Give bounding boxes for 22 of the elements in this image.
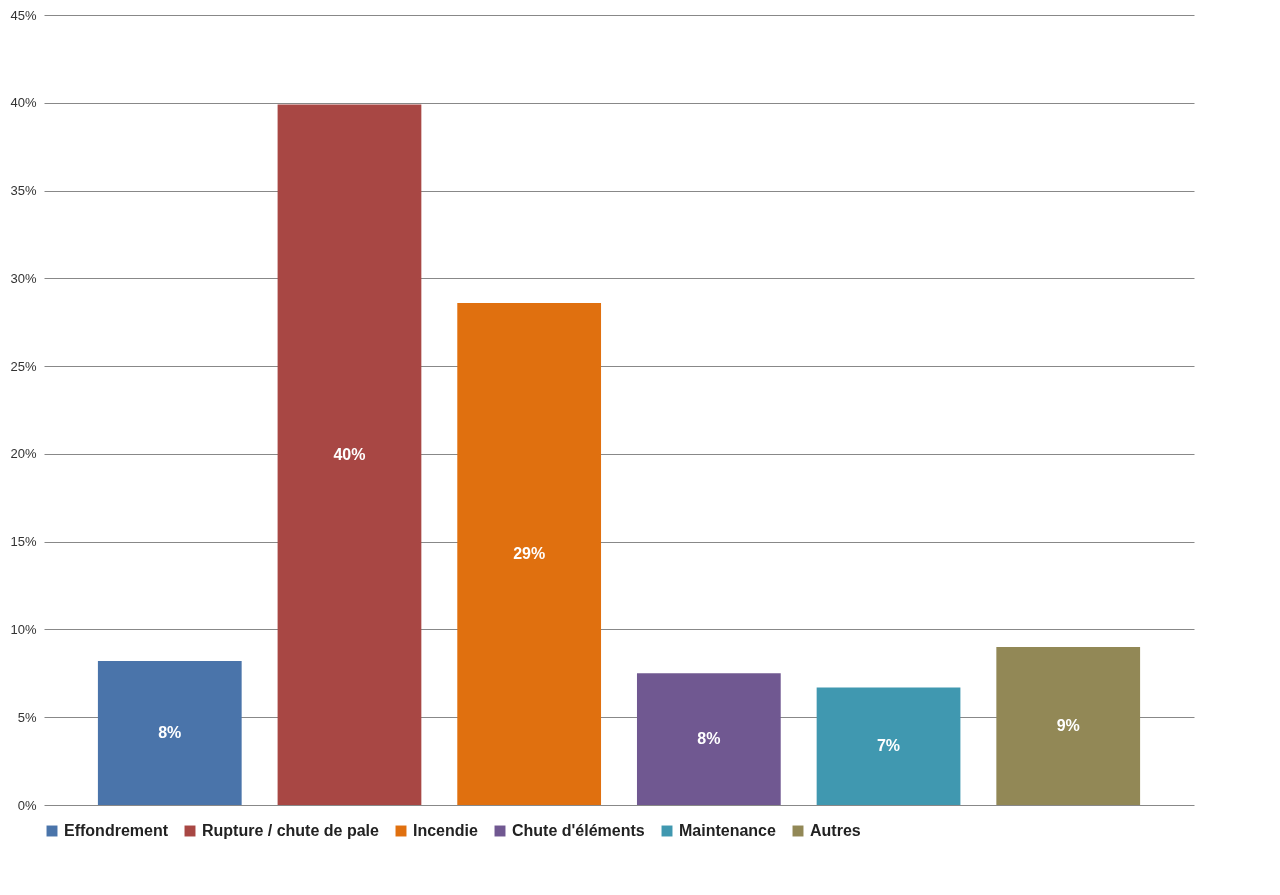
data-label: 8% xyxy=(158,724,182,742)
y-tick-label: 30% xyxy=(10,270,37,286)
legend-label: Chute d'éléments xyxy=(512,822,645,839)
y-tick-label: 0% xyxy=(17,797,37,813)
data-label: 7% xyxy=(876,737,901,755)
y-tick-label: 40% xyxy=(10,95,37,111)
legend-label: Maintenance xyxy=(679,822,777,839)
y-tick-label: 35% xyxy=(10,183,37,199)
data-label: 8% xyxy=(697,730,721,748)
legend-label: Incendie xyxy=(413,822,479,839)
y-tick-label: 5% xyxy=(17,709,37,725)
legend-label: Rupture / chute de pale xyxy=(202,822,380,839)
data-label: 40% xyxy=(333,445,366,463)
data-label: 9% xyxy=(1056,717,1080,734)
legend-label: Autres xyxy=(810,822,861,839)
y-tick-label: 15% xyxy=(10,534,37,550)
y-tick-label: 25% xyxy=(10,358,37,374)
legend-label: Effondrement xyxy=(64,822,169,839)
y-tick-label: 45% xyxy=(10,7,37,23)
y-tick-label: 10% xyxy=(10,621,37,637)
data-label: 29% xyxy=(513,544,546,562)
y-tick-label: 20% xyxy=(10,446,37,462)
